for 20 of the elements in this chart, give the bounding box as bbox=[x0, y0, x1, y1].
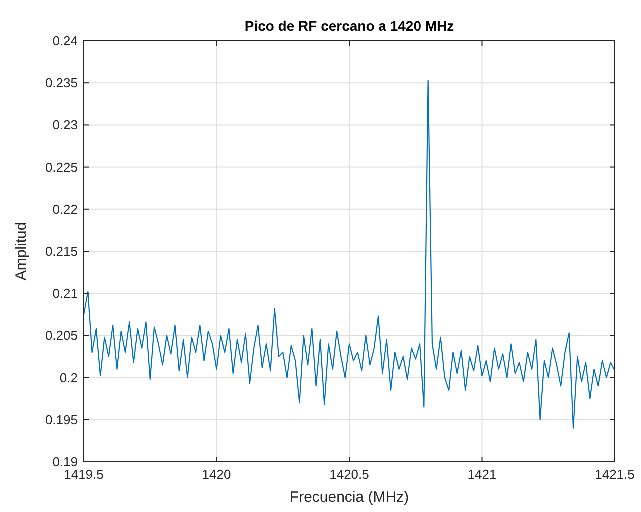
x-tick-label: 1420 bbox=[202, 467, 232, 482]
y-tick-label: 0.235 bbox=[45, 76, 78, 91]
x-tick-label: 1421 bbox=[468, 467, 497, 482]
x-axis-title: Frecuencia (MHz) bbox=[290, 489, 410, 506]
y-tick-label: 0.24 bbox=[52, 34, 78, 48]
y-tick-label: 0.19 bbox=[52, 454, 78, 470]
x-tick-label: 1419.5 bbox=[64, 467, 104, 482]
line-series bbox=[84, 80, 615, 429]
y-tick-label: 0.195 bbox=[45, 412, 78, 428]
y-tick-label: 0.215 bbox=[45, 244, 78, 259]
y-tick-label: 0.225 bbox=[45, 160, 78, 175]
y-axis-title: Amplitud bbox=[13, 222, 30, 281]
x-tick-label: 1420.5 bbox=[330, 467, 370, 482]
y-tick-label: 0.2 bbox=[60, 370, 78, 386]
x-tick-label: 1421.5 bbox=[595, 467, 635, 482]
y-tick-label: 0.21 bbox=[52, 286, 78, 302]
chart-title: Pico de RF cercano a 1420 MHz bbox=[244, 18, 454, 34]
y-tick-label: 0.205 bbox=[45, 328, 78, 344]
y-tick-label: 0.22 bbox=[52, 202, 78, 217]
y-tick-label: 0.23 bbox=[52, 118, 78, 133]
